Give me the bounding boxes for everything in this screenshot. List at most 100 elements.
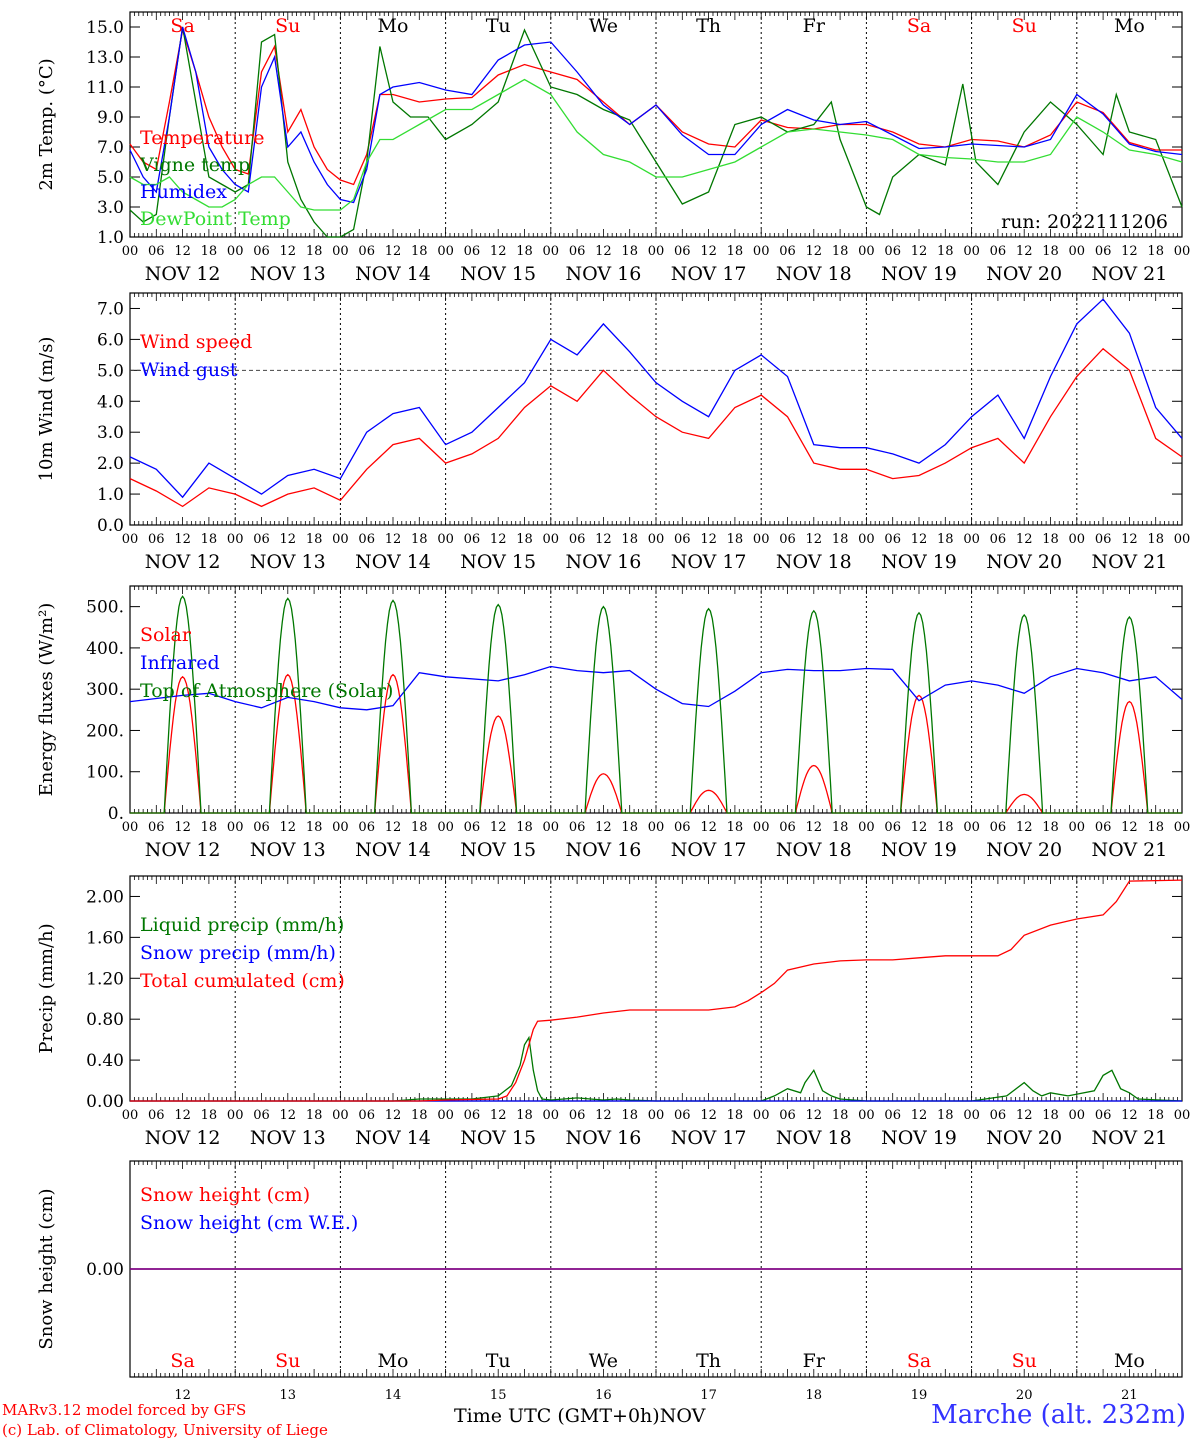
x-day-label: NOV 16: [565, 1127, 641, 1149]
x-hour-label: 12: [700, 1108, 717, 1123]
series-line-vigne-temp: [129, 26, 1183, 238]
x-hour-label: 18: [621, 532, 638, 547]
y-tick-label: 7.0: [97, 299, 124, 319]
y-tick-label: 6.0: [97, 330, 124, 350]
x-hour-label: 12: [280, 1108, 297, 1123]
x-hour-label: 00: [122, 244, 139, 259]
x-day-label: NOV 21: [1091, 1127, 1167, 1149]
x-hour-label: 12: [806, 820, 823, 835]
x-hour-label: 00: [332, 820, 349, 835]
x-hour-label: 00: [648, 820, 665, 835]
x-hour-label: 12: [174, 820, 191, 835]
weekday-label: Fr: [803, 15, 826, 37]
legend-entry: Wind gust: [140, 359, 238, 381]
weekday-label: Su: [1012, 15, 1037, 37]
x-hour-label: 18: [306, 820, 323, 835]
x-hour-label: 18: [516, 820, 533, 835]
x-hour-label: 18: [411, 820, 428, 835]
y-tick-label: 3.0: [97, 423, 124, 443]
x-day-label: NOV 13: [250, 1127, 326, 1149]
x-hour-label: 06: [674, 244, 691, 259]
x-hour-label: 12: [911, 532, 928, 547]
x-hour-label: 06: [674, 532, 691, 547]
x-hour-label: 18: [621, 244, 638, 259]
x-hour-label: 06: [464, 244, 481, 259]
y-tick-label: 3.0: [97, 198, 124, 218]
legend-entry: Solar: [140, 624, 192, 646]
x-hour-label: 06: [884, 532, 901, 547]
weekday-label: Th: [696, 1350, 721, 1372]
x-hour-label: 06: [253, 820, 270, 835]
y-axis-title: Precip (mm/h): [36, 923, 57, 1053]
weekday-label: Su: [275, 15, 300, 37]
x-day-label: NOV 17: [671, 551, 747, 573]
x-day-label: NOV 17: [671, 1127, 747, 1149]
day-number-label: 13: [280, 1388, 297, 1403]
x-hour-label: 18: [201, 244, 218, 259]
x-hour-label: 00: [648, 1108, 665, 1123]
x-day-label: NOV 21: [1091, 839, 1167, 861]
y-tick-label: 0.80: [86, 1010, 124, 1030]
x-hour-label: 06: [990, 244, 1007, 259]
x-hour-label: 18: [937, 532, 954, 547]
legend-entry: Infrared: [140, 652, 220, 674]
x-hour-label: 12: [1121, 1108, 1138, 1123]
x-hour-label: 00: [437, 532, 454, 547]
series-line-total-cumulated-cm-: [130, 879, 1183, 1102]
x-hour-label: 18: [937, 244, 954, 259]
x-day-label: NOV 13: [250, 263, 326, 285]
day-number-label: 21: [1121, 1388, 1138, 1403]
x-hour-label: 18: [1042, 244, 1059, 259]
x-hour-label: 12: [700, 532, 717, 547]
x-hour-label: 00: [543, 244, 560, 259]
x-hour-label: 18: [832, 820, 849, 835]
day-number-label: 15: [490, 1388, 507, 1403]
x-day-label: NOV 17: [671, 839, 747, 861]
y-axis-title: 10m Wind (m/s): [36, 337, 57, 482]
x-hour-label: 06: [569, 244, 586, 259]
x-hour-label: 00: [332, 244, 349, 259]
x-hour-label: 06: [990, 532, 1007, 547]
run-label: run: 2022111206: [1001, 211, 1168, 233]
x-day-label: NOV 20: [986, 263, 1062, 285]
x-hour-label: 06: [148, 820, 165, 835]
y-tick-label: 200.: [86, 721, 124, 741]
series-line-humidex: [129, 26, 1183, 204]
x-hour-label: 18: [937, 820, 954, 835]
model-credit: MARv3.12 model forced by GFS: [2, 1401, 247, 1419]
y-tick-label: 0.: [108, 804, 124, 824]
x-hour-label: 18: [727, 532, 744, 547]
weekday-label: Mo: [378, 15, 409, 37]
x-hour-label: 00: [648, 532, 665, 547]
y-tick-label: 0.0: [97, 516, 124, 536]
y-tick-label: 300.: [86, 680, 124, 700]
x-hour-label: 00: [1174, 1108, 1191, 1123]
x-day-label: NOV 21: [1091, 263, 1167, 285]
x-hour-label: 00: [858, 820, 875, 835]
x-hour-label: 12: [490, 244, 507, 259]
x-day-label: NOV 18: [776, 551, 852, 573]
weekday-label: Sa: [907, 1350, 931, 1372]
x-hour-label: 18: [832, 1108, 849, 1123]
x-hour-label: 00: [753, 532, 770, 547]
weekday-label: Sa: [170, 15, 194, 37]
footer-credits: MARv3.12 model forced by GFS (c) Lab. of…: [2, 1400, 328, 1440]
x-hour-label: 12: [1016, 820, 1033, 835]
x-day-label: NOV 15: [460, 839, 536, 861]
station-name: Marche (alt. 232m): [931, 1400, 1186, 1430]
y-tick-label: 1.60: [86, 928, 124, 948]
series-line-wind-speed: [129, 347, 1183, 508]
x-hour-label: 00: [332, 1108, 349, 1123]
x-hour-label: 00: [227, 1108, 244, 1123]
x-hour-label: 00: [122, 532, 139, 547]
x-hour-label: 06: [569, 820, 586, 835]
x-hour-label: 00: [1174, 532, 1191, 547]
day-number-label: 18: [806, 1388, 823, 1403]
x-day-label: NOV 17: [671, 263, 747, 285]
y-tick-label: 9.0: [97, 108, 124, 128]
weekday-label: We: [589, 1350, 618, 1372]
x-hour-label: 18: [411, 532, 428, 547]
day-number-label: 14: [385, 1388, 402, 1403]
x-day-label: NOV 12: [145, 1127, 221, 1149]
